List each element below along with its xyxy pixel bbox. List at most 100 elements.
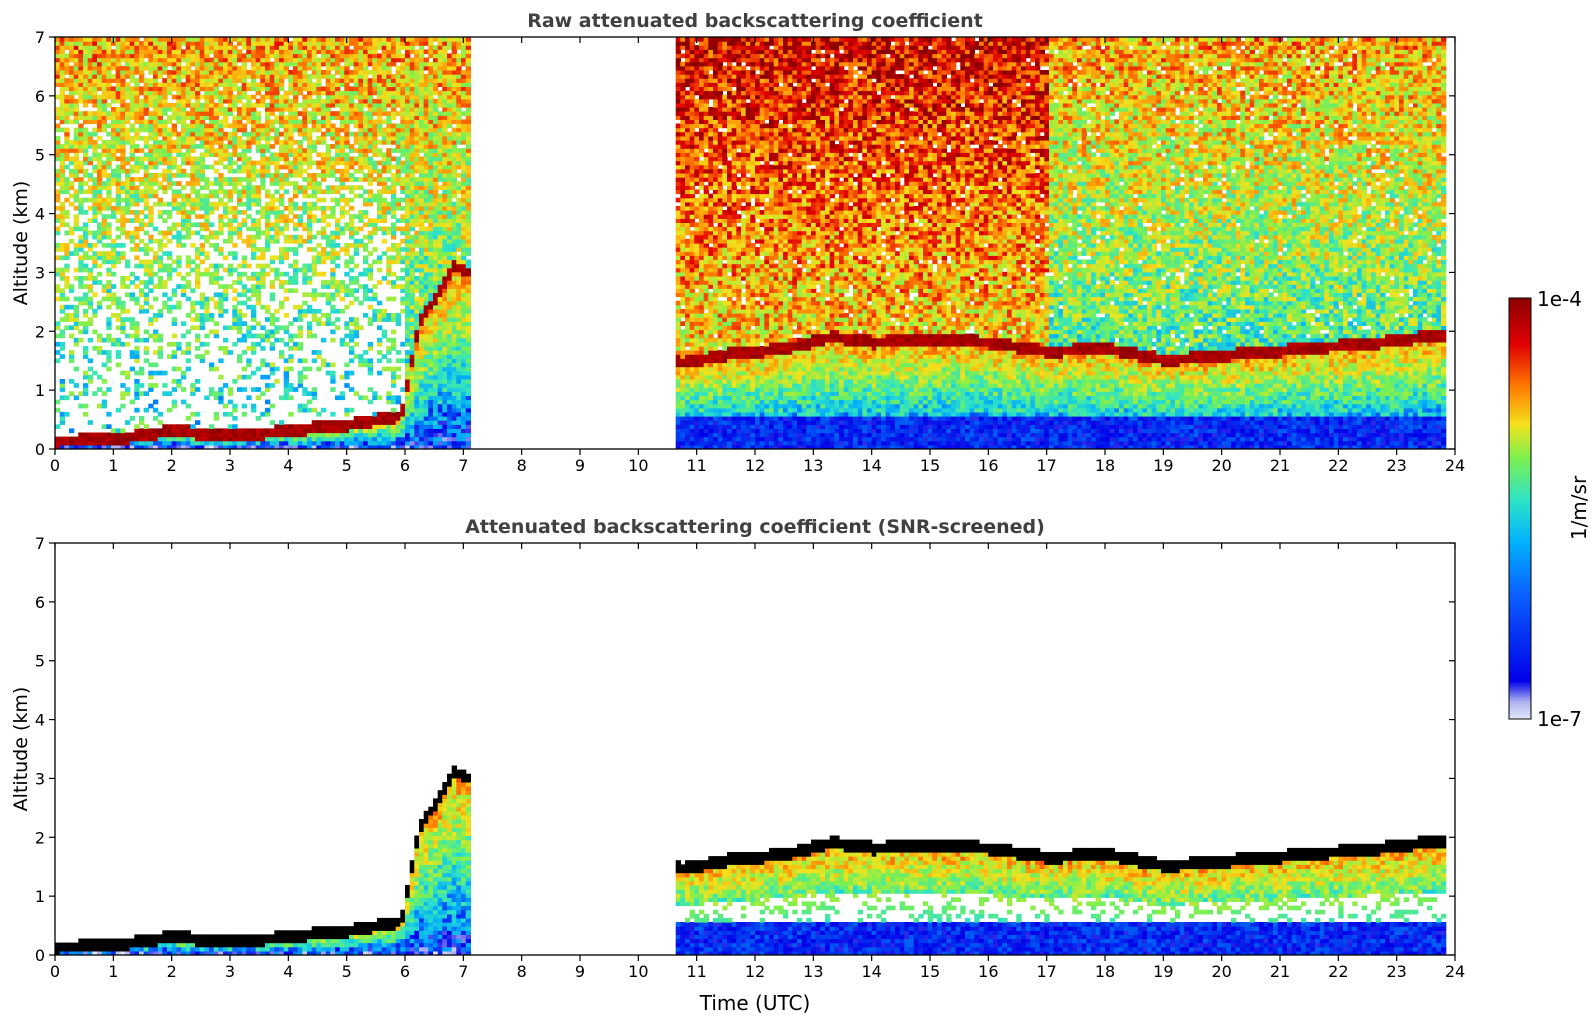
- heatmap-cell: [265, 189, 271, 195]
- heatmap-cell: [78, 160, 84, 166]
- heatmap-cell: [405, 407, 411, 413]
- heatmap-cell: [335, 115, 341, 120]
- heatmap-cell: [269, 440, 275, 446]
- heatmap-cell: [363, 267, 369, 273]
- heatmap-cell: [143, 193, 149, 199]
- heatmap-cell: [260, 333, 266, 339]
- heatmap-cell: [87, 271, 93, 277]
- heatmap-cell: [265, 317, 271, 322]
- heatmap-cell: [209, 444, 215, 449]
- heatmap-cell: [414, 123, 420, 129]
- heatmap-cell: [162, 135, 168, 141]
- heatmap-cell: [181, 102, 187, 108]
- heatmap-cell: [339, 78, 345, 83]
- heatmap-cell: [195, 94, 201, 100]
- heatmap-cell: [353, 74, 359, 79]
- heatmap-cell: [265, 37, 271, 42]
- heatmap-cell: [307, 214, 313, 219]
- heatmap-cell: [78, 444, 84, 449]
- heatmap-cell: [335, 308, 341, 314]
- heatmap-cell: [293, 74, 299, 79]
- heatmap-cell: [125, 140, 131, 145]
- heatmap-cell: [69, 78, 75, 83]
- heatmap-cell: [307, 49, 313, 55]
- heatmap-cell: [349, 185, 355, 190]
- heatmap-cell: [330, 321, 336, 326]
- heatmap-cell: [302, 189, 308, 195]
- heatmap-cell: [409, 205, 415, 211]
- heatmap-cell: [344, 383, 350, 388]
- heatmap-cell: [297, 57, 303, 63]
- heatmap-cell: [335, 160, 341, 166]
- heatmap-cell: [209, 70, 215, 75]
- heatmap-cell: [115, 428, 121, 434]
- heatmap-cell: [237, 354, 243, 359]
- heatmap-cell: [325, 37, 331, 42]
- heatmap-cell: [377, 45, 383, 50]
- heatmap-cell: [283, 123, 289, 129]
- heatmap-cell: [87, 41, 93, 46]
- heatmap-cell: [218, 214, 224, 219]
- heatmap-cell: [115, 362, 121, 368]
- heatmap-cell: [321, 436, 327, 442]
- heatmap-cell: [162, 45, 168, 50]
- heatmap-cell: [302, 102, 308, 108]
- heatmap-cell: [316, 424, 322, 429]
- heatmap-cell: [87, 53, 93, 59]
- heatmap-cell: [405, 140, 411, 145]
- heatmap-cell: [325, 284, 331, 289]
- heatmap-cell: [209, 102, 215, 108]
- heatmap-cell: [260, 205, 266, 211]
- heatmap-cell: [181, 444, 187, 449]
- heatmap-cell: [339, 177, 345, 182]
- heatmap-cell: [363, 416, 369, 421]
- heatmap-cell: [335, 82, 341, 87]
- heatmap-cell: [419, 205, 425, 211]
- heatmap-cell: [279, 354, 285, 359]
- heatmap-cell: [302, 436, 308, 442]
- heatmap-cell: [316, 70, 322, 75]
- heatmap-cell: [190, 177, 196, 182]
- heatmap-cell: [143, 45, 149, 50]
- heatmap-cell: [307, 226, 313, 232]
- heatmap-cell: [157, 41, 163, 46]
- heatmap-cell: [120, 144, 126, 149]
- heatmap-cell: [405, 173, 411, 178]
- heatmap-cell: [297, 304, 303, 310]
- heatmap-cell: [279, 70, 285, 75]
- heatmap-cell: [73, 440, 79, 446]
- heatmap-cell: [199, 205, 205, 211]
- heatmap-cell: [176, 424, 182, 429]
- heatmap-cell: [195, 205, 201, 211]
- heatmap-cell: [283, 391, 289, 396]
- heatmap-cell: [377, 370, 383, 376]
- heatmap-cell: [251, 341, 257, 347]
- heatmap-cell: [101, 444, 107, 449]
- heatmap-cell: [381, 411, 387, 417]
- heatmap-cell: [129, 148, 135, 153]
- heatmap-cell: [134, 57, 140, 63]
- heatmap-cell: [237, 144, 243, 149]
- heatmap-cell: [377, 317, 383, 322]
- heatmap-cell: [321, 107, 327, 112]
- heatmap-cell: [391, 193, 397, 199]
- heatmap-cell: [241, 411, 247, 417]
- heatmap-cell: [367, 49, 373, 55]
- heatmap-cell: [73, 168, 79, 174]
- heatmap-cell: [59, 255, 65, 261]
- heatmap-cell: [297, 164, 303, 170]
- heatmap-cell: [330, 255, 336, 261]
- heatmap-cell: [269, 65, 275, 71]
- heatmap-cell: [409, 362, 415, 368]
- heatmap-cell: [134, 444, 140, 449]
- heatmap-cell: [283, 444, 289, 449]
- heatmap-cell: [73, 243, 79, 248]
- heatmap-cell: [115, 127, 121, 133]
- heatmap-cell: [92, 436, 98, 442]
- heatmap-cell: [97, 210, 103, 215]
- heatmap-cell: [181, 115, 187, 120]
- heatmap-cell: [381, 181, 387, 186]
- heatmap-cell: [181, 107, 187, 112]
- heatmap-cell: [204, 201, 210, 207]
- heatmap-cell: [120, 140, 126, 145]
